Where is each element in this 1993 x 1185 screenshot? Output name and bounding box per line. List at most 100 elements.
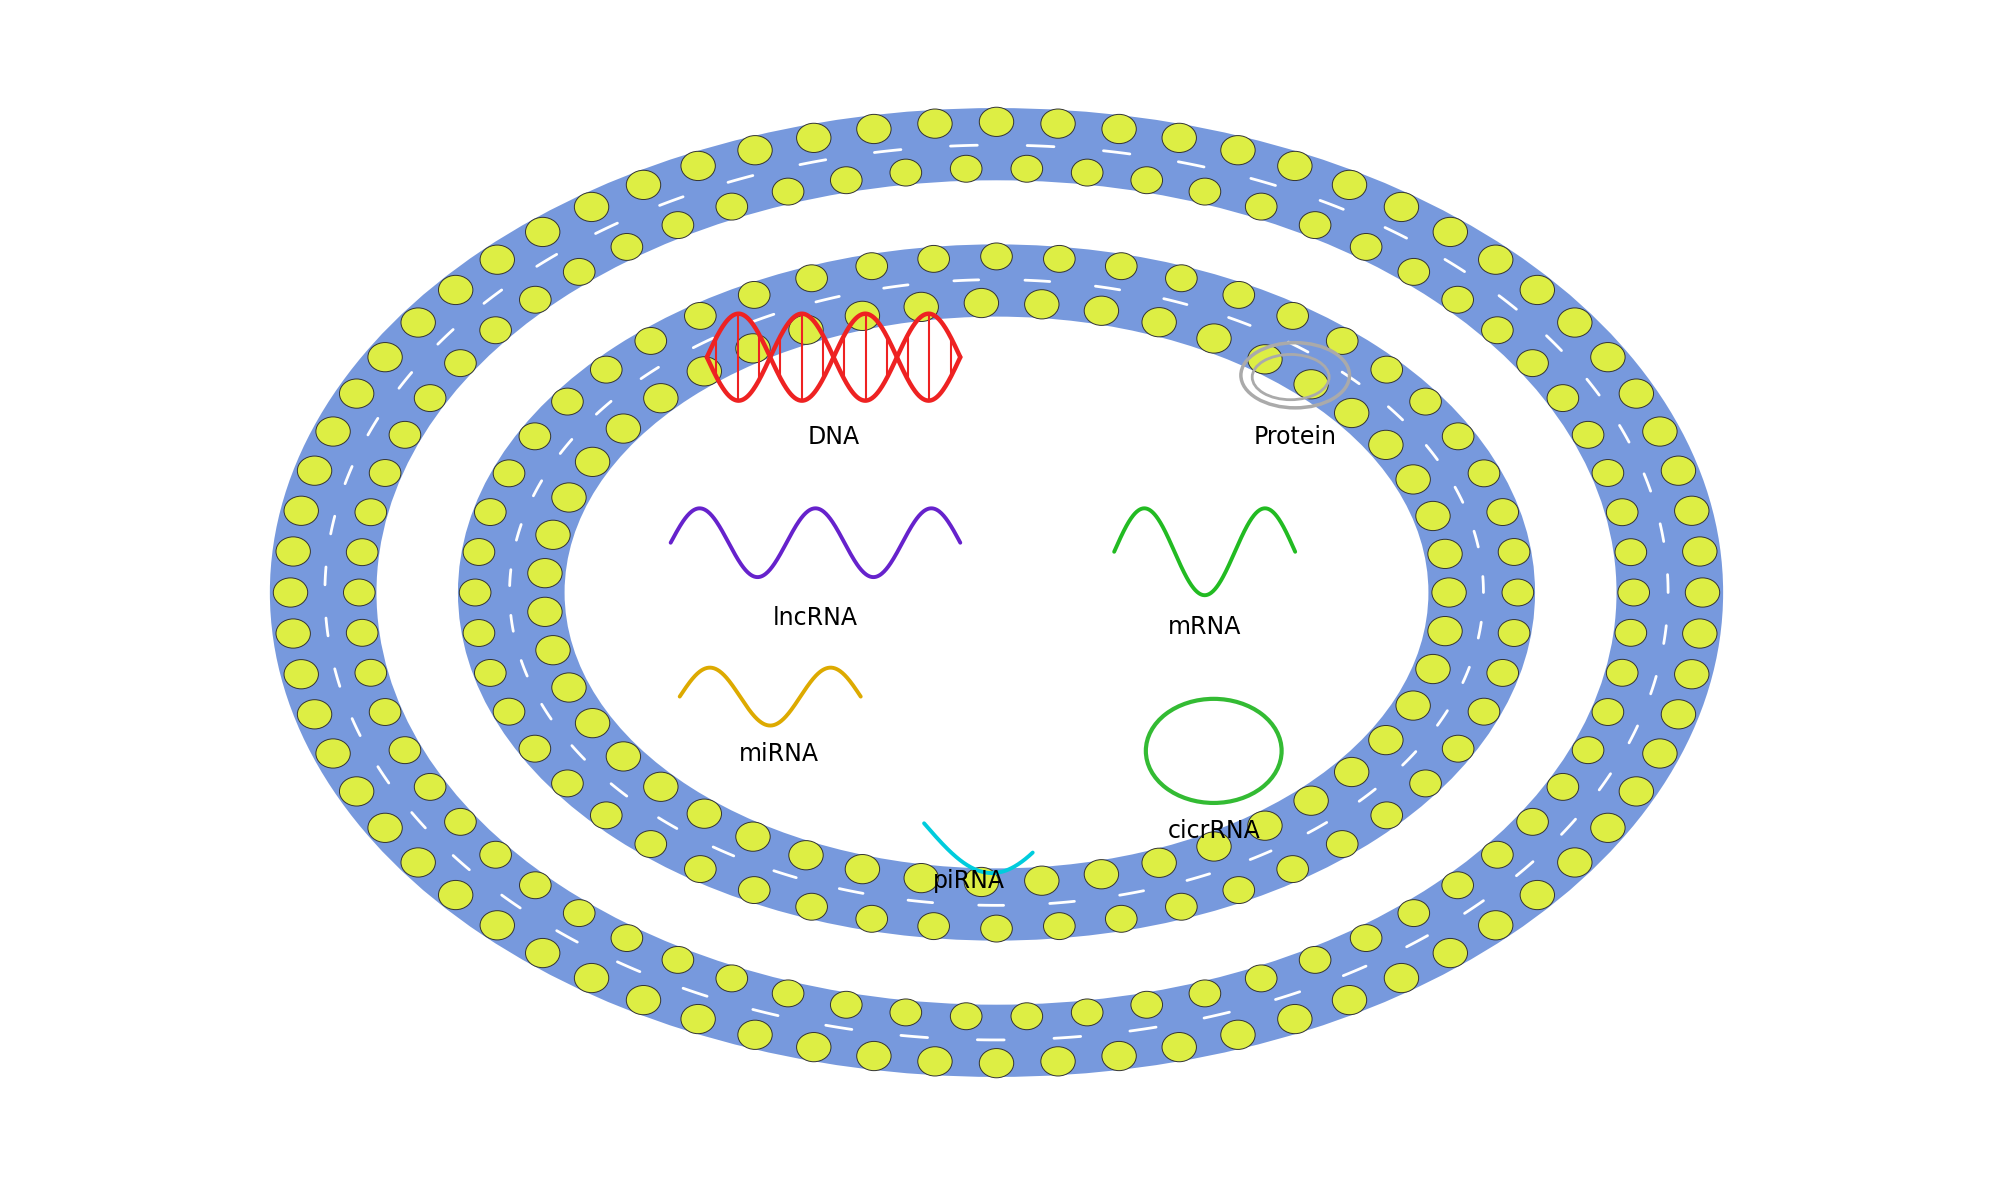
Ellipse shape bbox=[606, 414, 640, 443]
Ellipse shape bbox=[855, 905, 887, 933]
Ellipse shape bbox=[1166, 264, 1198, 292]
Ellipse shape bbox=[979, 1049, 1014, 1078]
Ellipse shape bbox=[1371, 357, 1403, 383]
Ellipse shape bbox=[415, 774, 446, 800]
Ellipse shape bbox=[1142, 308, 1176, 337]
Ellipse shape bbox=[1351, 233, 1381, 261]
Ellipse shape bbox=[297, 699, 331, 729]
Ellipse shape bbox=[891, 159, 921, 186]
Ellipse shape bbox=[1433, 939, 1467, 968]
Ellipse shape bbox=[735, 334, 769, 363]
Ellipse shape bbox=[1385, 963, 1419, 993]
Ellipse shape bbox=[355, 659, 387, 686]
Ellipse shape bbox=[857, 115, 891, 143]
Ellipse shape bbox=[981, 915, 1012, 942]
Ellipse shape bbox=[1293, 370, 1327, 399]
Ellipse shape bbox=[1246, 965, 1278, 992]
Ellipse shape bbox=[1224, 877, 1256, 903]
Ellipse shape bbox=[1198, 324, 1232, 353]
Ellipse shape bbox=[590, 802, 622, 828]
Ellipse shape bbox=[688, 799, 721, 828]
Ellipse shape bbox=[919, 912, 949, 940]
Ellipse shape bbox=[1278, 856, 1309, 883]
Ellipse shape bbox=[1441, 287, 1473, 313]
Ellipse shape bbox=[1142, 848, 1176, 877]
Ellipse shape bbox=[1371, 802, 1403, 828]
Ellipse shape bbox=[458, 244, 1535, 941]
Ellipse shape bbox=[1040, 109, 1076, 139]
Ellipse shape bbox=[735, 822, 769, 851]
Ellipse shape bbox=[917, 1046, 953, 1076]
Ellipse shape bbox=[369, 460, 401, 486]
Ellipse shape bbox=[771, 980, 803, 1007]
Ellipse shape bbox=[1044, 912, 1074, 940]
Ellipse shape bbox=[1662, 699, 1696, 729]
Ellipse shape bbox=[845, 301, 879, 331]
Ellipse shape bbox=[285, 660, 319, 688]
Ellipse shape bbox=[273, 578, 307, 607]
Ellipse shape bbox=[1222, 135, 1256, 165]
Ellipse shape bbox=[518, 423, 550, 450]
Ellipse shape bbox=[891, 999, 921, 1026]
Ellipse shape bbox=[1327, 831, 1357, 858]
Ellipse shape bbox=[737, 282, 769, 308]
Ellipse shape bbox=[917, 109, 953, 139]
Ellipse shape bbox=[789, 840, 823, 870]
Ellipse shape bbox=[795, 264, 827, 292]
Ellipse shape bbox=[1547, 774, 1578, 800]
Ellipse shape bbox=[789, 315, 823, 345]
Ellipse shape bbox=[1278, 152, 1311, 180]
Ellipse shape bbox=[401, 308, 434, 338]
Ellipse shape bbox=[612, 924, 642, 952]
Ellipse shape bbox=[526, 939, 560, 968]
Ellipse shape bbox=[1499, 620, 1531, 647]
Ellipse shape bbox=[1369, 430, 1403, 460]
Ellipse shape bbox=[905, 293, 939, 321]
Ellipse shape bbox=[269, 108, 1724, 1077]
Ellipse shape bbox=[795, 893, 827, 921]
Ellipse shape bbox=[552, 482, 586, 512]
Ellipse shape bbox=[1044, 245, 1074, 273]
Ellipse shape bbox=[1084, 296, 1118, 326]
Ellipse shape bbox=[1503, 579, 1535, 606]
Ellipse shape bbox=[951, 155, 983, 182]
Ellipse shape bbox=[275, 619, 311, 648]
Ellipse shape bbox=[855, 252, 887, 280]
Ellipse shape bbox=[1479, 245, 1513, 274]
Ellipse shape bbox=[612, 233, 642, 261]
Text: piRNA: piRNA bbox=[933, 869, 1004, 892]
Ellipse shape bbox=[1431, 578, 1467, 607]
Ellipse shape bbox=[965, 288, 998, 318]
Ellipse shape bbox=[389, 737, 421, 763]
Ellipse shape bbox=[574, 192, 608, 222]
Ellipse shape bbox=[536, 635, 570, 665]
Ellipse shape bbox=[480, 316, 512, 344]
Ellipse shape bbox=[1278, 302, 1309, 329]
Ellipse shape bbox=[552, 770, 584, 796]
Ellipse shape bbox=[576, 709, 610, 738]
Ellipse shape bbox=[1335, 757, 1369, 787]
Ellipse shape bbox=[1481, 316, 1513, 344]
Ellipse shape bbox=[552, 389, 584, 415]
Ellipse shape bbox=[1487, 660, 1519, 686]
Ellipse shape bbox=[1572, 737, 1604, 763]
Ellipse shape bbox=[1102, 115, 1136, 143]
Ellipse shape bbox=[1072, 999, 1102, 1026]
Ellipse shape bbox=[857, 1042, 891, 1070]
Ellipse shape bbox=[275, 537, 311, 566]
Text: mRNA: mRNA bbox=[1168, 615, 1242, 639]
Ellipse shape bbox=[1397, 258, 1429, 286]
Ellipse shape bbox=[1441, 872, 1473, 898]
Ellipse shape bbox=[1162, 123, 1196, 153]
Ellipse shape bbox=[1521, 275, 1555, 305]
Ellipse shape bbox=[1572, 422, 1604, 448]
Ellipse shape bbox=[369, 342, 403, 372]
Ellipse shape bbox=[339, 379, 375, 408]
Ellipse shape bbox=[688, 357, 721, 386]
Ellipse shape bbox=[1327, 327, 1357, 354]
Ellipse shape bbox=[355, 499, 387, 526]
Ellipse shape bbox=[480, 841, 512, 869]
Ellipse shape bbox=[845, 854, 879, 884]
Ellipse shape bbox=[480, 911, 514, 940]
Ellipse shape bbox=[636, 831, 666, 858]
